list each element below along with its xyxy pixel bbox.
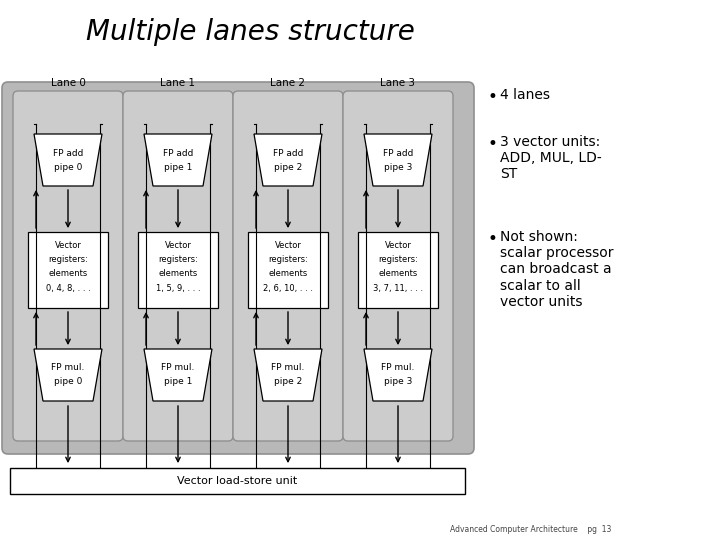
FancyBboxPatch shape: [248, 232, 328, 308]
Text: 4 lanes: 4 lanes: [500, 88, 550, 102]
Text: pipe 1: pipe 1: [164, 377, 192, 387]
Text: 3 vector units:
ADD, MUL, LD-
ST: 3 vector units: ADD, MUL, LD- ST: [500, 135, 602, 181]
Polygon shape: [34, 134, 102, 186]
Text: pipe 0: pipe 0: [54, 163, 82, 172]
Text: elements: elements: [158, 269, 197, 279]
FancyBboxPatch shape: [343, 91, 453, 441]
Text: elements: elements: [269, 269, 307, 279]
Text: pipe 2: pipe 2: [274, 163, 302, 172]
Text: pipe 3: pipe 3: [384, 163, 412, 172]
Text: 1, 5, 9, . . .: 1, 5, 9, . . .: [156, 284, 200, 293]
Text: FP mul.: FP mul.: [271, 363, 305, 373]
Polygon shape: [254, 349, 322, 401]
Polygon shape: [34, 349, 102, 401]
Polygon shape: [364, 134, 432, 186]
Text: registers:: registers:: [378, 255, 418, 265]
Text: Not shown:
scalar processor
can broadcast a
scalar to all
vector units: Not shown: scalar processor can broadcas…: [500, 230, 613, 309]
Text: FP mul.: FP mul.: [382, 363, 415, 373]
Text: •: •: [487, 230, 497, 248]
FancyBboxPatch shape: [28, 232, 108, 308]
Text: Vector load-store unit: Vector load-store unit: [177, 476, 297, 486]
FancyBboxPatch shape: [10, 468, 465, 494]
Text: Vector: Vector: [55, 241, 81, 251]
Text: •: •: [487, 88, 497, 106]
Text: Vector: Vector: [274, 241, 302, 251]
Text: 0, 4, 8, . . .: 0, 4, 8, . . .: [45, 284, 91, 293]
Text: Advanced Computer Architecture    pg  13: Advanced Computer Architecture pg 13: [450, 525, 611, 535]
Text: Lane 2: Lane 2: [271, 78, 305, 88]
Text: Lane 0: Lane 0: [50, 78, 86, 88]
Text: FP add: FP add: [383, 148, 413, 158]
Text: FP add: FP add: [53, 148, 84, 158]
Polygon shape: [364, 349, 432, 401]
Text: elements: elements: [48, 269, 88, 279]
Polygon shape: [254, 134, 322, 186]
Text: FP add: FP add: [163, 148, 193, 158]
FancyBboxPatch shape: [138, 232, 218, 308]
Text: 2, 6, 10, . . .: 2, 6, 10, . . .: [263, 284, 313, 293]
Polygon shape: [144, 134, 212, 186]
FancyBboxPatch shape: [13, 91, 123, 441]
Text: 3, 7, 11, . . .: 3, 7, 11, . . .: [373, 284, 423, 293]
Text: elements: elements: [379, 269, 418, 279]
Text: pipe 1: pipe 1: [164, 163, 192, 172]
Text: Lane 1: Lane 1: [161, 78, 196, 88]
Text: FP mul.: FP mul.: [51, 363, 85, 373]
FancyBboxPatch shape: [233, 91, 343, 441]
FancyBboxPatch shape: [358, 232, 438, 308]
Text: pipe 0: pipe 0: [54, 377, 82, 387]
Text: FP mul.: FP mul.: [161, 363, 194, 373]
Polygon shape: [144, 349, 212, 401]
Text: FP add: FP add: [273, 148, 303, 158]
Text: pipe 3: pipe 3: [384, 377, 412, 387]
FancyBboxPatch shape: [2, 82, 474, 454]
Text: registers:: registers:: [48, 255, 88, 265]
Text: •: •: [487, 135, 497, 153]
Text: Vector: Vector: [384, 241, 411, 251]
Text: Vector: Vector: [165, 241, 192, 251]
Text: registers:: registers:: [268, 255, 308, 265]
FancyBboxPatch shape: [123, 91, 233, 441]
Text: Multiple lanes structure: Multiple lanes structure: [86, 18, 415, 46]
Text: registers:: registers:: [158, 255, 198, 265]
Text: Lane 3: Lane 3: [380, 78, 415, 88]
Text: pipe 2: pipe 2: [274, 377, 302, 387]
